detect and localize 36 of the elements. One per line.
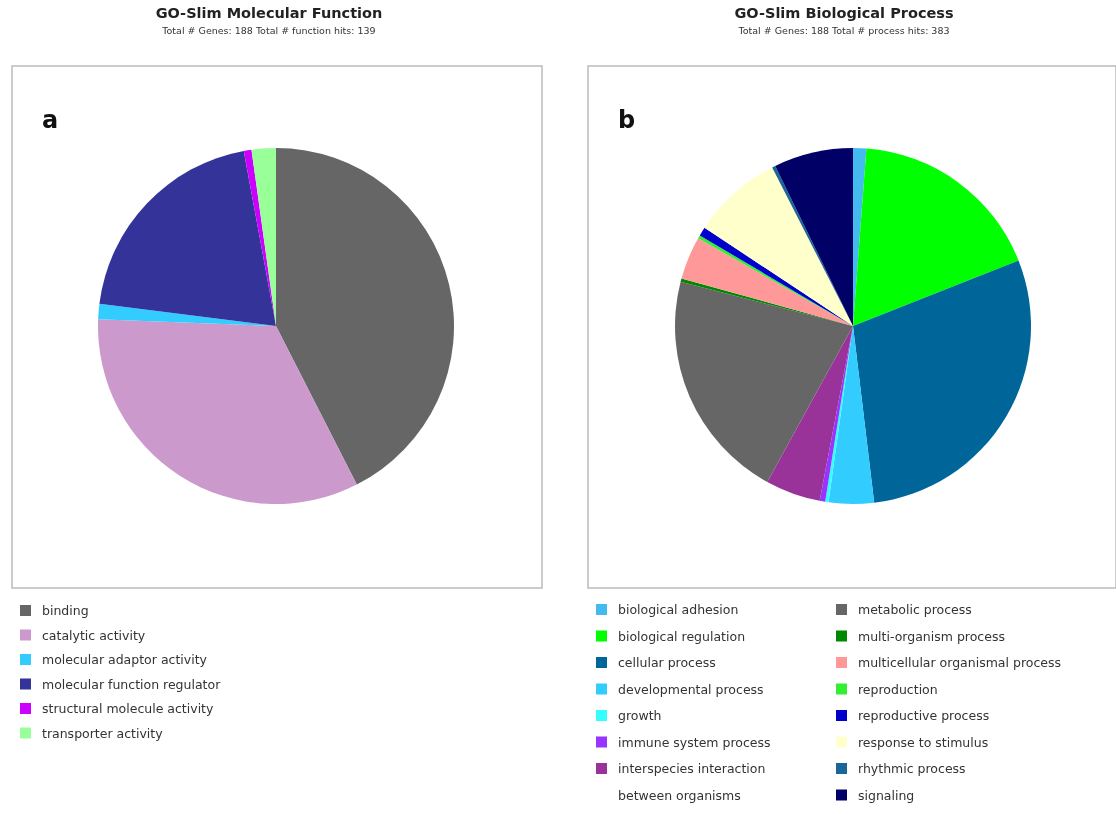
text: b: [618, 106, 636, 134]
pie-slice: [98, 319, 357, 504]
pie-slice: [276, 148, 454, 485]
text: a: [42, 106, 59, 134]
chart-subtitle: Total # Genes: 188 Total # process hits: 383: [737, 25, 950, 36]
legend-label: multi-organism process: [858, 628, 1005, 644]
chart-title: GO-Slim Molecular Function: [155, 5, 383, 21]
legend-label: metabolic process: [858, 602, 972, 617]
legend-label: multicellular organismal process: [858, 655, 1062, 670]
legend-label: molecular adaptor activity: [42, 652, 208, 667]
chart-subtitle: Total # Genes: 188 Total # function hits: 139: [161, 25, 376, 36]
pie-slice: [853, 148, 1019, 326]
legend-label: structural molecule activity: [42, 701, 215, 716]
pie-slice: [99, 150, 276, 326]
pie-slice: [853, 260, 1031, 503]
legend-label: immune system process: [618, 734, 771, 750]
legend-label: signaling: [858, 787, 915, 803]
pie-slice: [675, 281, 853, 482]
legend-label: reproductive process: [858, 708, 990, 723]
pie-slice: [704, 167, 853, 326]
legend-label: growth: [618, 708, 662, 723]
legend-label: cellular process: [618, 655, 716, 670]
pie-slice: [243, 149, 276, 326]
legend-label: rhythmic process: [858, 761, 966, 776]
legend-label: biological regulation: [618, 628, 746, 644]
legend-label: interspecies interaction between organisms: [618, 761, 766, 803]
legend-label: transporter activity: [42, 725, 164, 741]
legend-label: binding: [42, 603, 89, 618]
chart-title: GO-Slim Biological Process: [734, 5, 954, 21]
legend-label: developmental process: [618, 681, 764, 697]
legend-label: catalytic activity: [42, 627, 146, 643]
legend-label: molecular function regulator: [42, 676, 222, 692]
legend-label: response to stimulus: [858, 734, 989, 750]
legend-label: reproduction: [858, 681, 938, 697]
legend-label: biological adhesion: [618, 602, 739, 617]
pie-slice: [767, 326, 853, 501]
